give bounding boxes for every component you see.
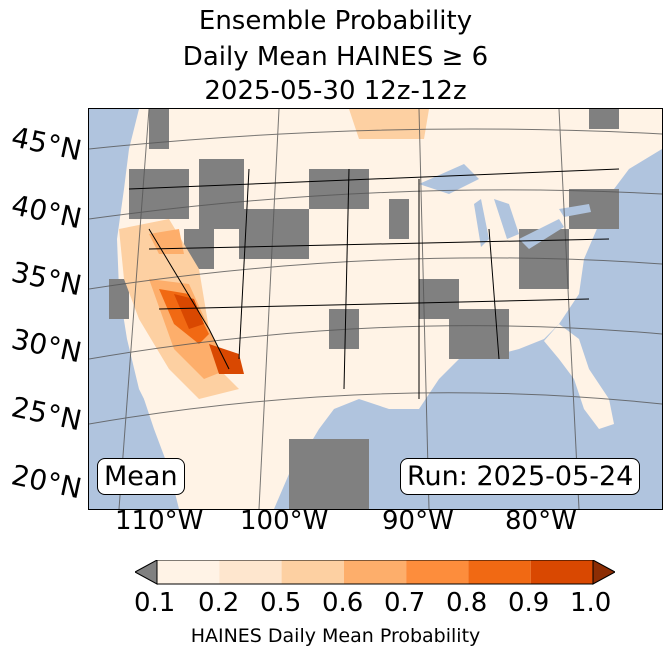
gray-regions <box>109 109 619 509</box>
lon-label-90: 90°W <box>382 506 454 536</box>
probability-map <box>89 109 662 509</box>
colorbar-outline <box>156 560 594 585</box>
colorbar-tick-label: 0.5 <box>260 588 302 618</box>
great-lakes <box>419 164 591 249</box>
lat-label-35: 35°N <box>8 255 85 303</box>
colorbar-under-arrow <box>135 560 158 585</box>
mean-box: Mean <box>97 458 185 495</box>
map-panel <box>88 108 663 510</box>
colorbar-bin <box>468 560 531 584</box>
colorbar-bin <box>406 560 469 584</box>
graticule <box>89 109 662 509</box>
colorbar-tick-label: 0.6 <box>322 588 364 618</box>
colorbar-tick-label: 0.8 <box>446 588 488 618</box>
colorbar-bin <box>219 560 282 584</box>
colorbar-bin <box>157 560 220 584</box>
run-date-box: Run: 2025-05-24 <box>400 458 641 495</box>
lon-label-110: 110°W <box>115 506 204 536</box>
lat-label-40: 40°N <box>8 188 85 236</box>
colorbar-over-arrow <box>592 560 615 585</box>
colorbar-tick-label: 0.2 <box>198 588 240 618</box>
title-line-2: Daily Mean HAINES ≥ 6 <box>182 42 489 72</box>
colorbar-label: HAINES Daily Mean Probability <box>190 625 481 647</box>
lat-label-20: 20°N <box>8 458 85 506</box>
colorbar-tick-label: 0.9 <box>508 588 550 618</box>
colorbar-bin <box>281 560 344 584</box>
lon-label-80: 80°W <box>505 506 577 536</box>
colorbar-bin <box>530 560 593 584</box>
state-borders <box>128 168 620 399</box>
colorbar-tick-label: 0.7 <box>384 588 426 618</box>
lat-label-30: 30°N <box>8 322 85 370</box>
lat-label-45: 45°N <box>8 120 85 168</box>
lat-label-25: 25°N <box>8 390 85 438</box>
title-line-3: 2025-05-30 12z-12z <box>204 76 467 106</box>
colorbar-tick-label: 1.0 <box>570 588 612 618</box>
lon-label-100: 100°W <box>240 506 329 536</box>
colorbar-tick-label: 0.1 <box>134 588 176 618</box>
title-line-1: Ensemble Probability <box>198 6 473 36</box>
colorbar-bin <box>343 560 407 584</box>
florida <box>544 324 614 429</box>
colorbar <box>135 560 615 585</box>
